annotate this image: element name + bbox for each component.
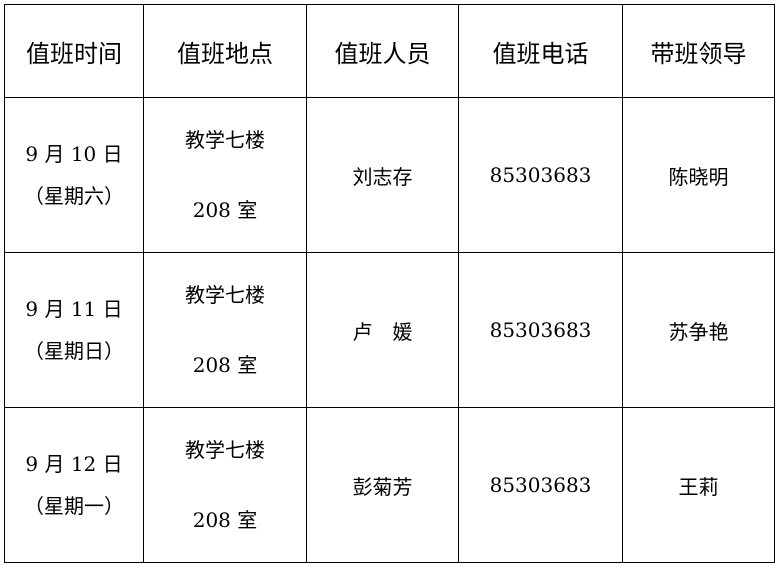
weekday: （星期一） [24,494,124,518]
date: 9 月 11 日 [25,297,123,321]
location-cell: 教学七楼 208 室 [143,407,307,563]
leader-cell: 苏争艳 [622,252,775,408]
phone-cell: 85303683 [458,252,623,408]
table-row: 9 月 10 日 （星期六） 教学七楼 208 室 刘志存 85303683 陈晓明 [4,97,775,253]
phone-cell: 85303683 [458,407,623,563]
leader-cell: 王莉 [622,407,775,563]
room: 208 室 [192,198,258,222]
header-duty-staff: 值班人员 [306,4,459,98]
header-duty-location: 值班地点 [143,4,307,98]
building: 教学七楼 [185,438,265,462]
staff-cell: 卢 媛 [306,252,459,408]
date: 9 月 10 日 [25,142,123,166]
room: 208 室 [192,508,258,532]
weekday: （星期日） [24,339,124,363]
table-row: 9 月 11 日 （星期日） 教学七楼 208 室 卢 媛 85303683 苏争艳 [4,252,775,408]
table-row: 9 月 12 日 （星期一） 教学七楼 208 室 彭菊芳 85303683 王莉 [4,407,775,563]
weekday: （星期六） [24,184,124,208]
header-row: 值班时间 值班地点 值班人员 值班电话 带班领导 [4,4,775,98]
date-cell: 9 月 10 日 （星期六） [4,97,144,253]
location-cell: 教学七楼 208 室 [143,252,307,408]
staff-cell: 彭菊芳 [306,407,459,563]
staff-cell: 刘志存 [306,97,459,253]
date: 9 月 12 日 [25,452,123,476]
header-leader: 带班领导 [622,4,775,98]
building: 教学七楼 [185,128,265,152]
room: 208 室 [192,353,258,377]
header-duty-phone: 值班电话 [458,4,623,98]
date-cell: 9 月 11 日 （星期日） [4,252,144,408]
duty-schedule-table: 值班时间 值班地点 值班人员 值班电话 带班领导 9 月 10 日 （星期六） 教… [4,4,775,563]
location-cell: 教学七楼 208 室 [143,97,307,253]
date-cell: 9 月 12 日 （星期一） [4,407,144,563]
building: 教学七楼 [185,283,265,307]
phone-cell: 85303683 [458,97,623,253]
leader-cell: 陈晓明 [622,97,775,253]
header-duty-time: 值班时间 [4,4,144,98]
